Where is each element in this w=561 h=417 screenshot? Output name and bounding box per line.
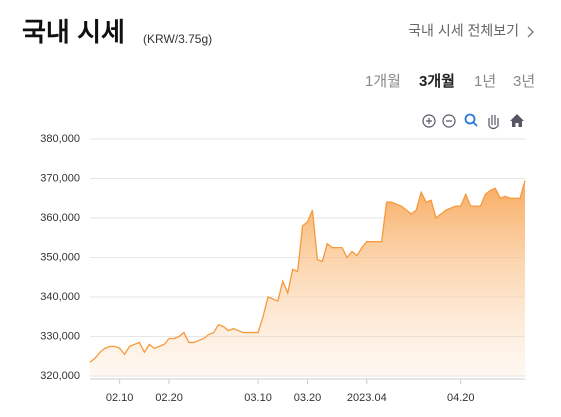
y-tick-label: 360,000 xyxy=(40,212,80,224)
y-tick-label: 370,000 xyxy=(40,172,80,184)
x-tick-label: 03.20 xyxy=(294,392,322,404)
x-tick-label: 2023.04 xyxy=(347,392,387,404)
zoom-select[interactable] xyxy=(464,113,478,127)
chart-toolbar xyxy=(422,113,524,130)
zoom-out[interactable] xyxy=(442,114,456,128)
y-tick-label: 350,000 xyxy=(40,251,80,263)
period-tab[interactable]: 1개월 xyxy=(365,73,401,90)
zoom-in[interactable] xyxy=(422,114,436,128)
pan[interactable] xyxy=(488,115,499,130)
plot: 320,000 330,000 340,000 350,000 360,000 370,0… xyxy=(40,133,526,404)
y-tick-label: 340,000 xyxy=(40,291,80,303)
y-tick-label: 320,000 xyxy=(40,370,80,382)
y-tick-label: 330,000 xyxy=(40,330,80,342)
link-text[interactable]: 국내 시세 전체보기 xyxy=(408,23,519,39)
reset-zoom[interactable] xyxy=(510,114,524,127)
title: 국내 시세 xyxy=(22,17,125,47)
area xyxy=(90,180,525,376)
period-tab[interactable]: 1년 xyxy=(474,73,496,90)
period-tab[interactable]: 3개월 xyxy=(419,72,455,90)
period-tabs: 1개월 3개월 1년 3년 xyxy=(365,72,535,90)
x-tick-label: 02.10 xyxy=(106,392,134,404)
x-tick-label: 03.10 xyxy=(244,392,272,404)
x-tick-label: 04.20 xyxy=(447,392,475,404)
x-tick-label: 02.20 xyxy=(155,392,183,404)
chevron[interactable] xyxy=(527,26,534,38)
unit: (KRW/3.75g) xyxy=(143,32,212,46)
period-tab[interactable]: 3년 xyxy=(513,73,535,90)
full-view-link[interactable]: 국내 시세 전체보기 xyxy=(408,23,534,39)
y-tick-label: 380,000 xyxy=(40,133,80,145)
line xyxy=(89,180,526,363)
